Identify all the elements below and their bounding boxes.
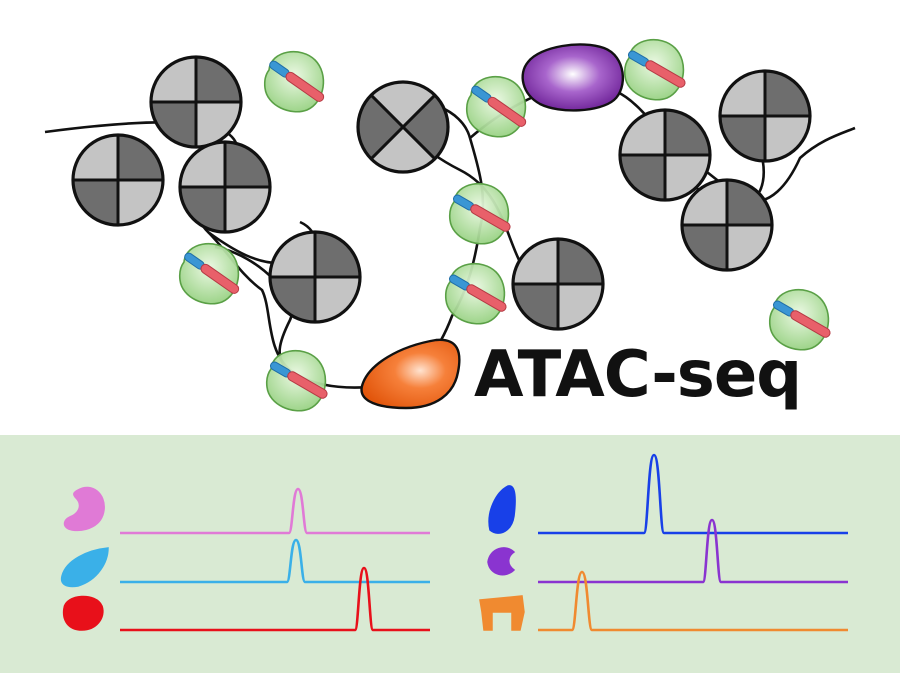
tn5-transposase-icon — [178, 243, 240, 305]
right-peak-track — [538, 453, 848, 535]
tn5-transposase-icon — [448, 183, 511, 245]
violet-protein-icon — [487, 547, 516, 576]
orange-protein-icon — [479, 595, 525, 631]
skyblue-protein-icon — [60, 547, 109, 588]
tn5-transposase-icon — [768, 289, 831, 351]
right-peak-track — [538, 570, 848, 632]
left-peak-track — [120, 538, 430, 584]
purple-transcription-factor — [521, 43, 625, 112]
atac-seq-title: ATAC-seq — [474, 338, 802, 412]
tn5-transposase-icon — [265, 350, 328, 412]
orange-transcription-factor — [360, 338, 461, 410]
nucleosome-icon — [680, 178, 774, 272]
left-peak-track — [120, 566, 430, 632]
tn5-transposase-icon — [623, 39, 686, 101]
pink-protein-icon — [63, 486, 105, 532]
nucleosome-icon — [618, 108, 712, 202]
peak-tracks-panel — [0, 435, 900, 673]
tn5-transposase-icon — [444, 263, 507, 325]
nucleosome-icon — [511, 237, 605, 331]
blue-protein-icon — [488, 485, 516, 534]
nucleosome-icon — [71, 133, 165, 227]
nucleosome-icon — [268, 230, 362, 324]
tn5-transposase-icon — [263, 51, 325, 113]
right-peak-track — [538, 518, 848, 584]
red-protein-icon — [62, 595, 104, 631]
tn5-transposase-icon — [465, 76, 527, 138]
left-peak-track — [120, 487, 430, 535]
nucleosome-icon — [356, 80, 450, 174]
nucleosome-icon — [149, 55, 243, 149]
nucleosome-icon — [178, 140, 272, 234]
nucleosome-icon — [718, 69, 812, 163]
